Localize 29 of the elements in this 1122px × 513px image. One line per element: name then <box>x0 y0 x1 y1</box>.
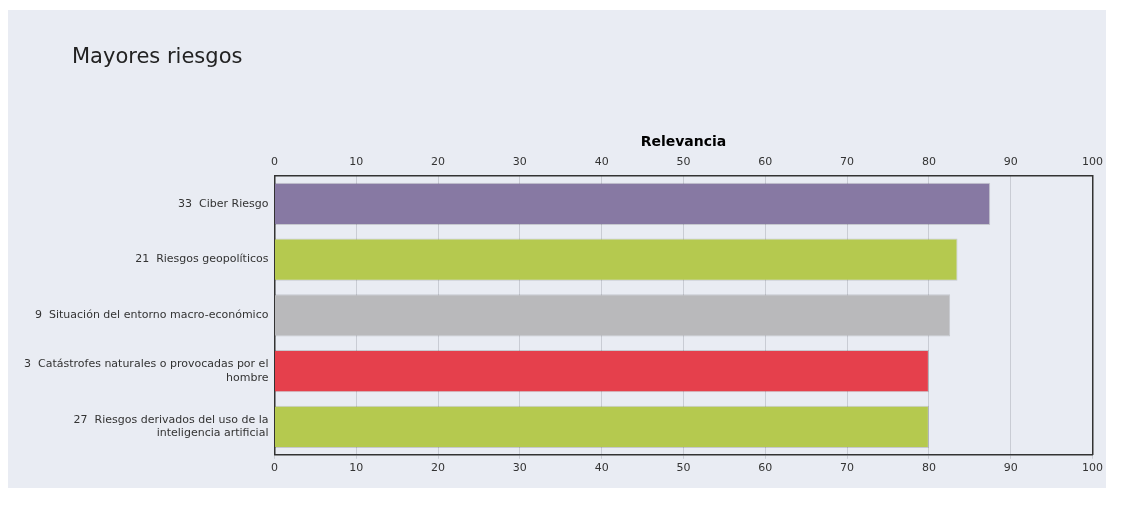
x2-tick-label: 40 <box>594 155 609 169</box>
y-tick-label: 27 Riesgos derivados del uso de la inteligencia artificial <box>73 413 269 440</box>
x2-tick-label: 20 <box>431 155 446 169</box>
x2-tick-label: 50 <box>676 155 691 169</box>
y-tick-label: 21 Riesgos geopolíticos <box>135 252 269 266</box>
x-tick-label: 90 <box>1003 461 1018 475</box>
x2-tick-label: 80 <box>921 155 936 169</box>
x2-tick-label: 30 <box>512 155 527 169</box>
x-tick-label: 20 <box>431 461 446 475</box>
x2-tick-label: 0 <box>270 155 278 169</box>
x-tick-label: 30 <box>512 461 527 475</box>
x-tick-label: 0 <box>270 461 278 475</box>
x-tick-label: 60 <box>758 461 773 475</box>
x-tick-label: 80 <box>921 461 936 475</box>
x2-tick-label: 60 <box>758 155 773 169</box>
x-tick-label: 10 <box>349 461 364 475</box>
x2-tick-label: 100 <box>1082 155 1103 169</box>
x-tick-label: 50 <box>676 461 691 475</box>
x-tick-label: 70 <box>840 461 855 475</box>
y-tick-label: 9 Situación del entorno macro-económico <box>34 308 269 322</box>
x-tick-label: 100 <box>1082 461 1103 475</box>
y-tick-label: 3 Catástrofes naturales o provocadas por el hombre <box>23 357 269 384</box>
x2-tick-label: 70 <box>840 155 855 169</box>
x2-tick-label: 90 <box>1003 155 1018 169</box>
y-tick-label: 33 Ciber Riesgo <box>178 196 269 210</box>
x2-tick-label: 10 <box>349 155 364 169</box>
x2-axis-title: Relevancia <box>640 133 727 150</box>
chart-title: Mayores riesgos <box>72 44 243 68</box>
x-tick-label: 40 <box>594 461 609 475</box>
